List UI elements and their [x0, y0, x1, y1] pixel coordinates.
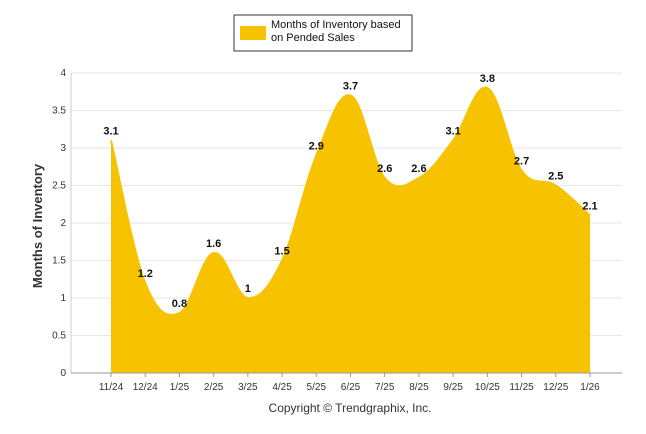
- y-tick-label: 3: [60, 143, 66, 154]
- x-tick-label: 9/25: [443, 382, 463, 393]
- legend-swatch: [240, 26, 266, 40]
- x-tick-label: 11/24: [99, 382, 124, 393]
- x-tick-label: 1/26: [580, 382, 600, 393]
- axes: [70, 73, 622, 374]
- y-axis-title: Months of Inventory: [30, 163, 45, 288]
- x-tick-label: 2/25: [204, 382, 224, 393]
- data-label: 2.5: [548, 171, 563, 183]
- data-label: 1.5: [274, 246, 289, 258]
- data-label: 1.2: [138, 268, 153, 280]
- x-tick-label: 1/25: [170, 382, 190, 393]
- y-tick-label: 0.5: [52, 331, 66, 342]
- y-tick-label: 2.5: [52, 181, 66, 192]
- data-label: 1: [245, 283, 251, 295]
- y-tick-label: 2: [60, 218, 66, 229]
- copyright-text: Copyright © Trendgraphix, Inc.: [269, 401, 432, 415]
- x-tick-label: 3/25: [238, 382, 258, 393]
- data-label: 3.7: [343, 81, 358, 93]
- legend-label-line-1: Months of Inventory based: [271, 19, 401, 31]
- x-tick-label: 8/25: [409, 382, 429, 393]
- data-label: 2.7: [514, 156, 529, 168]
- y-tick-label: 3.5: [52, 106, 66, 117]
- data-label: 3.1: [445, 126, 460, 138]
- area-series: [110, 86, 591, 374]
- x-tick-label: 11/25: [509, 382, 534, 393]
- y-tick-label: 4: [60, 68, 66, 79]
- data-label: 2.6: [377, 163, 392, 175]
- data-label: 2.1: [582, 201, 597, 213]
- x-tick-label: 4/25: [272, 382, 292, 393]
- x-tick-label: 5/25: [307, 382, 327, 393]
- legend[interactable]: Months of Inventory based on Pended Sale…: [233, 14, 413, 52]
- data-label: 2.6: [411, 163, 426, 175]
- data-label: 1.6: [206, 238, 221, 250]
- y-tick-label: 1.5: [52, 256, 66, 267]
- data-label: 2.9: [309, 141, 324, 153]
- data-labels: 3.1 1.2 0.8 1.6 1 1.5 2.9 3.7 2.6 2.6 3.1 3.8 2.7 2.5…: [103, 73, 597, 310]
- x-axis-ticks: 11/24 12/24 1/25 2/25 3/25 4/25 5/25 6/25 7/25 8/…: [99, 373, 600, 393]
- y-tick-label: 1: [60, 293, 66, 304]
- x-tick-label: 6/25: [341, 382, 361, 393]
- x-tick-label: 12/25: [543, 382, 568, 393]
- x-tick-label: 12/24: [133, 382, 158, 393]
- x-tick-label: 10/25: [475, 382, 500, 393]
- x-tick-label: 7/25: [375, 382, 395, 393]
- data-label: 0.8: [172, 298, 187, 310]
- y-tick-label: 0: [60, 368, 66, 379]
- data-label: 3.8: [480, 73, 495, 85]
- area-fill: [111, 87, 590, 374]
- legend-label-line-2: on Pended Sales: [271, 32, 355, 44]
- data-label: 3.1: [103, 126, 118, 138]
- y-axis-ticks: 0 0.5 1 1.5 2 2.5 3 3.5 4: [52, 68, 66, 379]
